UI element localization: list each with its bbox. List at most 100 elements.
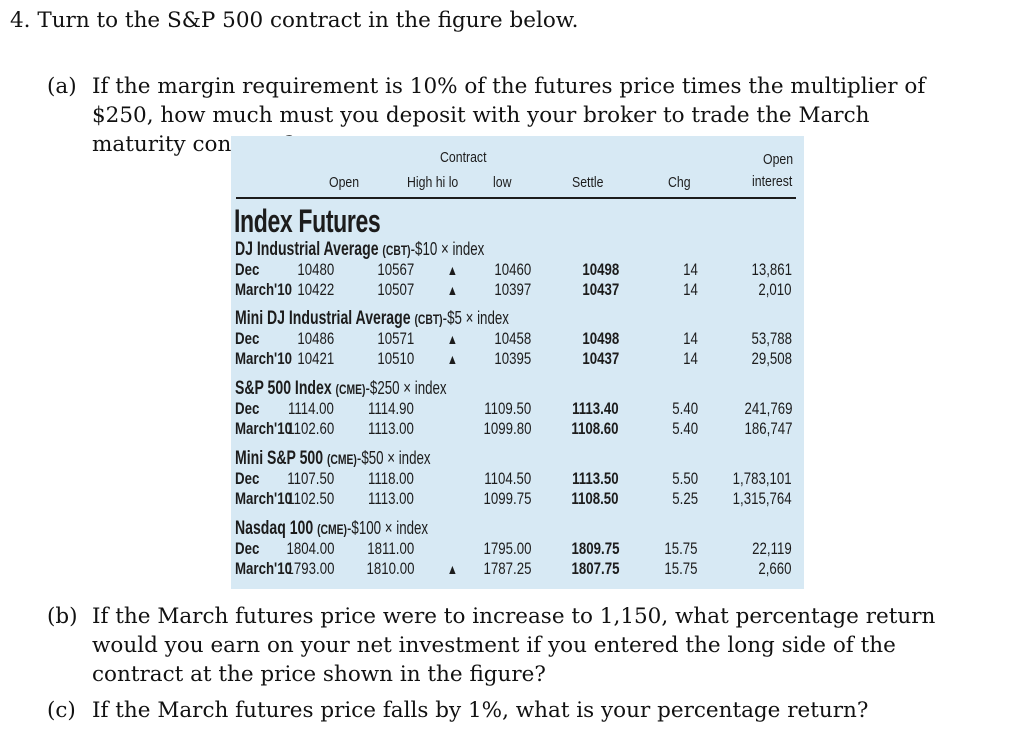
group-name: Nasdaq 100 (235, 518, 314, 539)
group-multiplier: -$10 × index (410, 239, 485, 259)
group-title: Mini S&P 500 (CME)-$50 × index (235, 447, 431, 470)
group-name: S&P 500 Index (235, 378, 332, 399)
price-change: 5.40 (672, 399, 698, 418)
open-interest: 29,508 (751, 349, 792, 368)
open-price: 10486 (297, 329, 334, 348)
table-row: Dec 1114.00 1114.90 1109.50 1113.40 5.40 241,7… (231, 399, 804, 419)
open-price: 1114.00 (288, 399, 334, 418)
header-open-interest-line2: interest (752, 173, 793, 190)
group-exchange: (CME) (326, 451, 357, 467)
contract-high-marker: ▲ (447, 351, 458, 367)
high-price: 1114.90 (368, 399, 414, 418)
price-change: 5.50 (672, 469, 698, 488)
header-high-hi-lo: High hi lo (407, 174, 459, 191)
table-row: Dec 10486 10571 ▲ 10458 10498 14 53,788 (231, 329, 804, 349)
contract-month: Dec (235, 539, 260, 558)
table-row: Dec 1804.00 1811.00 1795.00 1809.75 15.75 22,1… (231, 539, 804, 559)
high-price: 10510 (377, 349, 414, 368)
table-row: March'10 1102.60 1113.00 1099.80 1108.60 5.40… (231, 419, 804, 439)
group-multiplier: -$50 × index (356, 448, 431, 468)
group-multiplier: -$250 × index (365, 378, 447, 398)
open-price: 10422 (297, 280, 334, 299)
open-price: 1793.00 (286, 559, 334, 578)
low-price: 1099.75 (483, 489, 531, 508)
price-change: 5.40 (672, 419, 698, 438)
contract-month: Dec (235, 399, 260, 418)
contract-high-marker: ▲ (447, 561, 458, 577)
group-title: Mini DJ Industrial Average (CBT)-$5 × in… (235, 307, 509, 330)
open-price: 1102.60 (287, 419, 334, 438)
part-a-label: (a) (47, 74, 77, 99)
high-price: 1113.00 (368, 419, 414, 438)
high-price: 10571 (377, 329, 414, 348)
high-price: 1113.00 (368, 489, 414, 508)
open-price: 10421 (297, 349, 334, 368)
table-row: Dec 10480 10567 ▲ 10460 10498 14 13,861 (231, 260, 804, 280)
group-exchange: (CBT) (382, 242, 411, 258)
price-change: 5.25 (672, 489, 698, 508)
settle-price: 10437 (582, 280, 619, 299)
low-price: 1795.00 (483, 539, 531, 558)
header-settle: Settle (572, 174, 604, 191)
open-interest: 2,010 (758, 280, 792, 299)
header-open-interest-line1: Open (763, 151, 794, 168)
open-interest: 1,315,764 (733, 489, 792, 508)
high-price: 1118.00 (368, 469, 414, 488)
part-b-text: If the March futures price were to incre… (92, 604, 936, 687)
open-price: 10480 (297, 260, 334, 279)
high-price: 1811.00 (367, 539, 414, 558)
low-price: 1787.25 (483, 559, 531, 578)
settle-price: 1809.75 (571, 539, 619, 558)
settle-price: 10498 (582, 260, 619, 279)
open-interest: 2,660 (758, 559, 792, 578)
settle-price: 1113.40 (572, 399, 619, 418)
settle-price: 10437 (582, 349, 619, 368)
part-c-label: (c) (47, 698, 76, 723)
low-price: 10460 (494, 260, 531, 279)
table-row: Dec 1107.50 1118.00 1104.50 1113.50 5.50 1,783… (231, 469, 804, 489)
problem-number: 4. (10, 8, 31, 33)
contract-month: March'10 (235, 489, 292, 508)
contract-month: March'10 (235, 419, 292, 438)
header-contract: Contract (440, 149, 487, 166)
high-price: 10567 (377, 260, 414, 279)
open-interest: 22,119 (752, 539, 792, 558)
settle-price: 10498 (582, 329, 619, 348)
section-title: Index Futures (234, 203, 381, 239)
table-row: March'10 1102.50 1113.00 1099.75 1108.50 5.25… (231, 489, 804, 509)
table-row: March'10 1793.00 1810.00 ▲ 1787.25 1807.75 15.… (231, 559, 804, 579)
high-price: 10507 (377, 280, 414, 299)
low-price: 1104.50 (484, 469, 531, 488)
contract-month: Dec (235, 469, 260, 488)
settle-price: 1807.75 (571, 559, 619, 578)
low-price: 10395 (494, 349, 531, 368)
futures-table-figure: Open Contract High hi lo low Settle Chg … (231, 136, 804, 589)
low-price: 1109.50 (484, 399, 531, 418)
header-low: low (493, 174, 512, 191)
header-open: Open (329, 174, 360, 191)
settle-price: 1113.50 (572, 469, 619, 488)
open-interest: 53,788 (751, 329, 792, 348)
price-change: 15.75 (664, 539, 698, 558)
group-multiplier: -$5 × index (442, 308, 509, 328)
group-title: Nasdaq 100 (CME)-$100 × index (235, 517, 428, 540)
open-price: 1804.00 (286, 539, 334, 558)
group-exchange: (CBT) (414, 311, 443, 327)
open-interest: 13,861 (751, 260, 792, 279)
contract-high-marker: ▲ (447, 331, 458, 347)
problem-heading: 4. Turn to the S&P 500 contract in the f… (10, 6, 578, 35)
open-interest: 1,783,101 (733, 469, 792, 488)
header-divider (236, 197, 796, 199)
contract-high-marker: ▲ (447, 282, 458, 298)
part-b-label: (b) (47, 604, 78, 629)
table-row: March'10 10421 10510 ▲ 10395 10437 14 29,508 (231, 349, 804, 369)
problem-intro: Turn to the S&P 500 contract in the figu… (37, 8, 579, 33)
low-price: 10397 (494, 280, 531, 299)
group-exchange: (CME) (335, 381, 366, 397)
contract-high-marker: ▲ (447, 262, 458, 278)
low-price: 1099.80 (483, 419, 531, 438)
group-name: Mini S&P 500 (235, 448, 324, 469)
contract-month: Dec (235, 329, 260, 348)
contract-month: Dec (235, 260, 260, 279)
open-price: 1102.50 (287, 489, 334, 508)
